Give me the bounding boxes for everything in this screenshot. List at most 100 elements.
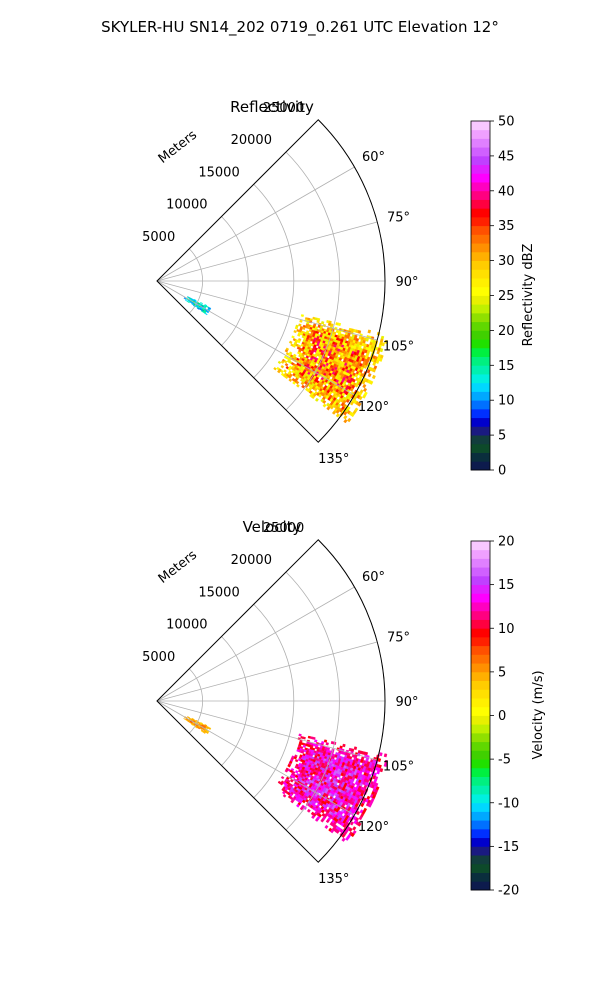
azimuth-tick-label: 105° (383, 340, 414, 355)
echo-bin (311, 395, 316, 400)
echo-bin (376, 770, 381, 775)
colorbar-swatch (471, 155, 490, 166)
echo-bin (362, 394, 367, 399)
range-tick-label: 25000 (263, 521, 304, 536)
echo-cells (183, 296, 389, 424)
colorbar-swatch (471, 636, 490, 647)
echo-bin (302, 736, 306, 740)
sector-frame (156, 539, 386, 863)
colorbar-swatch (471, 243, 490, 253)
colorbar-tick-label: 45 (498, 149, 515, 164)
echo-bin (363, 387, 368, 393)
echo-bin (290, 799, 295, 804)
echo-bin (362, 383, 367, 389)
range-tick-labels: 5000 10000 15000 20000 25000 (142, 521, 304, 665)
colorbar-swatch (471, 286, 490, 296)
echo-bin (358, 815, 363, 821)
colorbar-tick-label: 40 (498, 184, 515, 199)
colorbar-swatch (471, 828, 490, 839)
echo-bin (381, 342, 385, 347)
echo-bin (379, 752, 383, 757)
reflectivity-colorbar: 0 5 10 15 20 25 30 35 40 45 50 Reflectivity dBZ (470, 115, 536, 479)
colorbar-swatch (471, 584, 490, 594)
colorbar-swatch (471, 129, 490, 139)
colorbar-swatch (471, 374, 490, 384)
colorbar-tick-label: -15 (498, 840, 519, 855)
echo-bin (314, 817, 319, 822)
echo-bin (326, 406, 331, 411)
echo-bin (273, 367, 277, 371)
echo-bin (311, 815, 316, 820)
echo-bin (296, 803, 300, 808)
echo-bin (367, 803, 372, 808)
echo-bin (325, 819, 330, 824)
colorbar-ticks: -20 -15 -10 -5 0 5 10 15 20 (490, 535, 519, 899)
echo-bin (365, 337, 369, 342)
colorbar-tick-label: 5 (498, 429, 506, 444)
echo-bin (357, 330, 362, 334)
colorbar-swatch (471, 121, 490, 131)
echo-bin (292, 344, 296, 348)
echo-bin (343, 415, 348, 420)
echo-bin (277, 369, 281, 374)
echo-bin (341, 837, 346, 842)
colorbar-tick-label: 25 (498, 289, 515, 304)
echo-bin (306, 808, 311, 813)
echo-bin (367, 372, 372, 378)
colorbar-tick-label: 20 (498, 324, 515, 339)
azimuth-tick-label: 105° (383, 760, 414, 775)
panel-title: Reflectivity (230, 98, 314, 116)
echo-bin (377, 758, 382, 763)
colorbar-swatch (471, 138, 490, 148)
azimuth-spoke (156, 586, 355, 702)
colorbar-tick-label: 15 (498, 359, 515, 374)
echo-bin (350, 412, 355, 418)
echo-bin (320, 818, 325, 823)
azimuth-tick-label: 90° (395, 275, 418, 290)
colorbar-swatch (471, 435, 490, 445)
echo-bin (291, 335, 295, 339)
echo-bin (343, 418, 348, 424)
echo-bin (367, 329, 372, 334)
echo-bin (379, 348, 384, 353)
azimuth-spoke (156, 700, 355, 816)
echo-bin (383, 762, 388, 767)
colorbar-swatch (471, 339, 490, 349)
colorbar-swatch (471, 689, 490, 699)
colorbar-swatch (471, 881, 490, 891)
colorbar-swatch (471, 541, 490, 551)
colorbar-swatch (471, 365, 490, 375)
colorbar-swatch (471, 400, 490, 410)
colorbar-swatch (471, 147, 490, 157)
echo-bin (207, 727, 211, 730)
colorbar-swatch (471, 269, 490, 279)
echo-bin (379, 768, 384, 773)
echo-bin (280, 775, 285, 780)
echo-bin (283, 369, 287, 373)
echo-bin (299, 806, 304, 811)
range-tick-label: 5000 (142, 230, 175, 245)
colorbar-swatch (471, 549, 490, 559)
echo-bin (302, 744, 307, 748)
echo-bin (292, 381, 296, 385)
colorbar-swatch (471, 724, 490, 734)
colorbar-swatch (471, 750, 490, 760)
echo-bin (205, 727, 209, 730)
azimuth-tick-label: 60° (362, 570, 385, 585)
echo-bin (363, 364, 368, 369)
colorbar-swatch (471, 260, 490, 270)
echo-bin (294, 326, 299, 330)
colorbar-swatch (471, 304, 490, 314)
range-tick-label: 20000 (231, 553, 272, 568)
colorbar-swatch (471, 593, 490, 603)
echo-bin (298, 733, 302, 737)
polar-grid (156, 539, 386, 863)
colorbar-tick-label: -5 (498, 753, 511, 768)
azimuth-tick-label: 75° (387, 210, 410, 225)
colorbar-tick-label: 0 (498, 464, 506, 479)
echo-bin (375, 359, 380, 364)
echo-bin (294, 770, 299, 774)
echo-bin (294, 759, 299, 763)
colorbar-label: Velocity (m/s) (531, 670, 546, 759)
echo-bin (200, 302, 203, 305)
